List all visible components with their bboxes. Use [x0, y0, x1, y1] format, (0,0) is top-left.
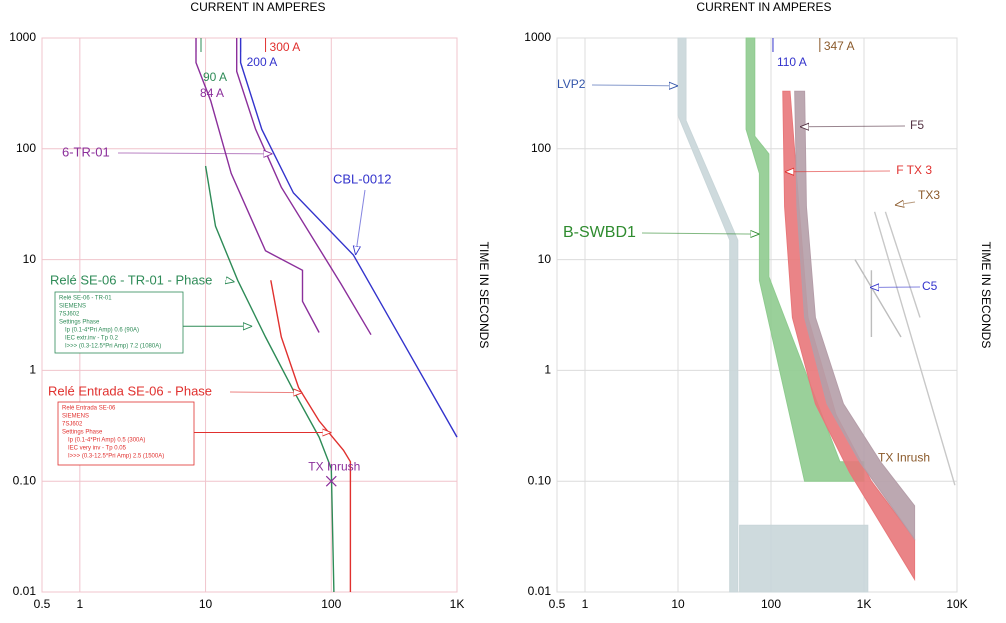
x-tick-label: 1K [450, 597, 465, 611]
plot: 0.5 1 10 100 1K 0.01 0.10 1 10 100 1000 6-TR-01 CBL-… [9, 30, 464, 611]
x-axis-title: CURRENT IN AMPERES [696, 0, 831, 14]
box-frame [57, 401, 195, 466]
label-arrow [117, 153, 272, 154]
plot: 0.5 1 10 100 1K 10K 0.01 0.10 1 10 100 1000 LVP2 B-SW… [524, 30, 967, 611]
pickup-label: 200 A [247, 55, 278, 69]
label-arrow [230, 281, 235, 282]
pickup-label: 84 A [200, 86, 224, 100]
x-tick-label: 10 [671, 597, 685, 611]
x-tick-label: 0.5 [34, 597, 51, 611]
series-label: Relé Entrada SE-06 - Phase [48, 383, 212, 398]
box-line: Relé SE-06 - TR-01 [59, 296, 112, 302]
label-arrow [591, 85, 678, 86]
curve [873, 211, 956, 486]
x-tick-label: 1 [582, 597, 589, 611]
box-line: Ip (0.1-4*Pri Amp) 0.5 (300A) [68, 438, 145, 444]
note-label: TX Inrush [308, 459, 360, 473]
x-tick-label: 10K [946, 597, 967, 611]
y-tick-label: 1 [29, 363, 36, 377]
y-tick-label: 10 [23, 252, 37, 266]
label-arrow [895, 202, 916, 205]
y-tick-label: 0.10 [528, 473, 552, 487]
series-label: LVP2 [557, 77, 586, 91]
x-tick-label: 0.5 [549, 597, 566, 611]
box-frame [54, 291, 184, 354]
x-tick-label: 1 [77, 597, 84, 611]
box-line: SIEMENS [59, 304, 86, 310]
box-line: Settings Phase [62, 430, 103, 436]
y-tick-label: 1 [544, 363, 551, 377]
note-label: TX Inrush [878, 450, 930, 464]
label-arrow [785, 171, 891, 172]
box-line: SIEMENS [62, 414, 89, 420]
y-tick-label: 1000 [9, 30, 36, 44]
x-tick-label: 1K [857, 597, 872, 611]
box-line: 7SJ602 [59, 312, 80, 318]
label-arrow [870, 287, 921, 288]
series-label: CBL-0012 [333, 171, 392, 186]
series-label: TX3 [918, 188, 940, 202]
y-tick-label: 100 [16, 141, 36, 155]
box-line: Settings Phase [59, 320, 100, 326]
box-line: Ip (0.1-4*Pri Amp) 0.6 (90A) [65, 328, 139, 334]
x-tick-label: 10 [199, 597, 213, 611]
pickup-label: 90 A [203, 70, 227, 84]
x-tick-label: 100 [761, 597, 781, 611]
series-label: F TX 3 [896, 163, 932, 177]
series-label: Relé SE-06 - TR-01 - Phase [50, 272, 212, 287]
y-tick-label: 10 [538, 252, 552, 266]
box-line: IEC extr.inv - Tp 0.2 [65, 336, 119, 342]
y-tick-label: 0.01 [13, 584, 37, 598]
series-label: 6-TR-01 [62, 144, 110, 159]
curve [239, 38, 458, 438]
inrush-marker [325, 475, 337, 487]
curve-band [677, 37, 869, 593]
label-arrow [641, 233, 759, 234]
series-label: C5 [922, 279, 938, 293]
curve [204, 165, 335, 593]
y-axis-title: TIME IN SECONDS [979, 242, 993, 349]
box-line: Relé Entrada SE-06 [62, 406, 116, 412]
curve [854, 259, 902, 338]
box-line: I>>> (0.3-12.5*Pri Amp) 7.2 (1080A) [65, 344, 161, 350]
series-label: B-SWBD1 [563, 224, 636, 241]
box-line: IEC very inv - Tp 0.05 [68, 446, 127, 452]
series-label: F5 [910, 118, 924, 132]
settings-box: Relé Entrada SE-06 SIEMENS 7SJ602 Settings … [57, 401, 195, 466]
box-line: I>>> (0.3-12.5*Pri Amp) 2.5 (1500A) [68, 454, 164, 460]
curve [195, 38, 372, 336]
curve-band [794, 90, 916, 541]
settings-box: Relé SE-06 - TR-01 SIEMENS 7SJ602 Settings … [54, 291, 184, 354]
y-tick-label: 0.10 [13, 473, 37, 487]
x-axis-title: CURRENT IN AMPERES [190, 0, 325, 14]
pickup-label: 300 A [270, 40, 301, 54]
y-tick-label: 100 [531, 141, 551, 155]
pickup-label: 110 A [777, 55, 807, 69]
label-arrow [800, 126, 906, 127]
curve [270, 280, 352, 592]
y-tick-label: 0.01 [528, 584, 552, 598]
label-arrow [356, 189, 366, 255]
box-line: 7SJ602 [62, 422, 83, 428]
pickup-label: 347 A [824, 39, 855, 53]
y-tick-label: 1000 [524, 30, 551, 44]
x-tick-label: 100 [321, 597, 341, 611]
y-axis-title: TIME IN SECONDS [477, 242, 491, 349]
label-arrow [229, 392, 302, 393]
